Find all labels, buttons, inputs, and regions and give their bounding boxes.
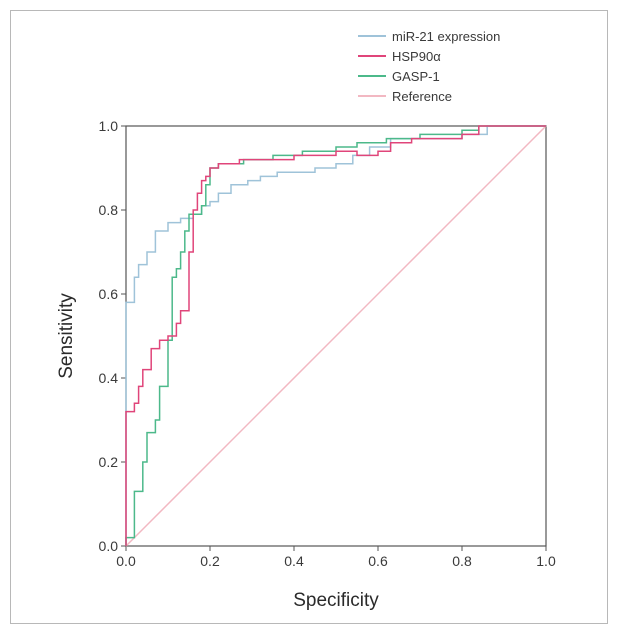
y-tick-label: 0.8 — [99, 202, 119, 218]
y-axis-ticks: 0.0 0.2 0.4 0.6 0.8 1.0 — [99, 118, 126, 554]
x-axis-title: Specificity — [293, 590, 379, 611]
y-axis-title: Sensitivity — [56, 293, 77, 379]
x-axis-ticks: 0.0 0.2 0.4 0.6 0.8 1.0 — [116, 546, 556, 569]
x-tick-label: 1.0 — [536, 553, 556, 569]
series-line-1 — [125, 125, 546, 546]
y-tick-label: 0.4 — [99, 370, 119, 386]
x-tick-label: 0.0 — [116, 553, 136, 569]
legend: miR-21 expression HSP90α GASP-1 Reference — [358, 29, 500, 104]
x-tick-label: 0.2 — [200, 553, 220, 569]
legend-label: miR-21 expression — [392, 29, 500, 44]
x-tick-label: 0.4 — [284, 553, 304, 569]
legend-label: Reference — [392, 89, 452, 104]
x-tick-label: 0.8 — [452, 553, 472, 569]
legend-label: GASP-1 — [392, 69, 440, 84]
y-tick-label: 0.6 — [99, 286, 119, 302]
x-tick-label: 0.6 — [368, 553, 388, 569]
series-line-0 — [125, 125, 546, 546]
series-lines — [125, 125, 547, 547]
y-tick-label: 0.0 — [99, 538, 119, 554]
y-tick-label: 0.2 — [99, 454, 119, 470]
y-tick-label: 1.0 — [99, 118, 119, 134]
series-line-2 — [125, 125, 546, 546]
figure-frame — [10, 10, 608, 624]
legend-label: HSP90α — [392, 49, 441, 64]
series-line-3 — [125, 125, 547, 547]
